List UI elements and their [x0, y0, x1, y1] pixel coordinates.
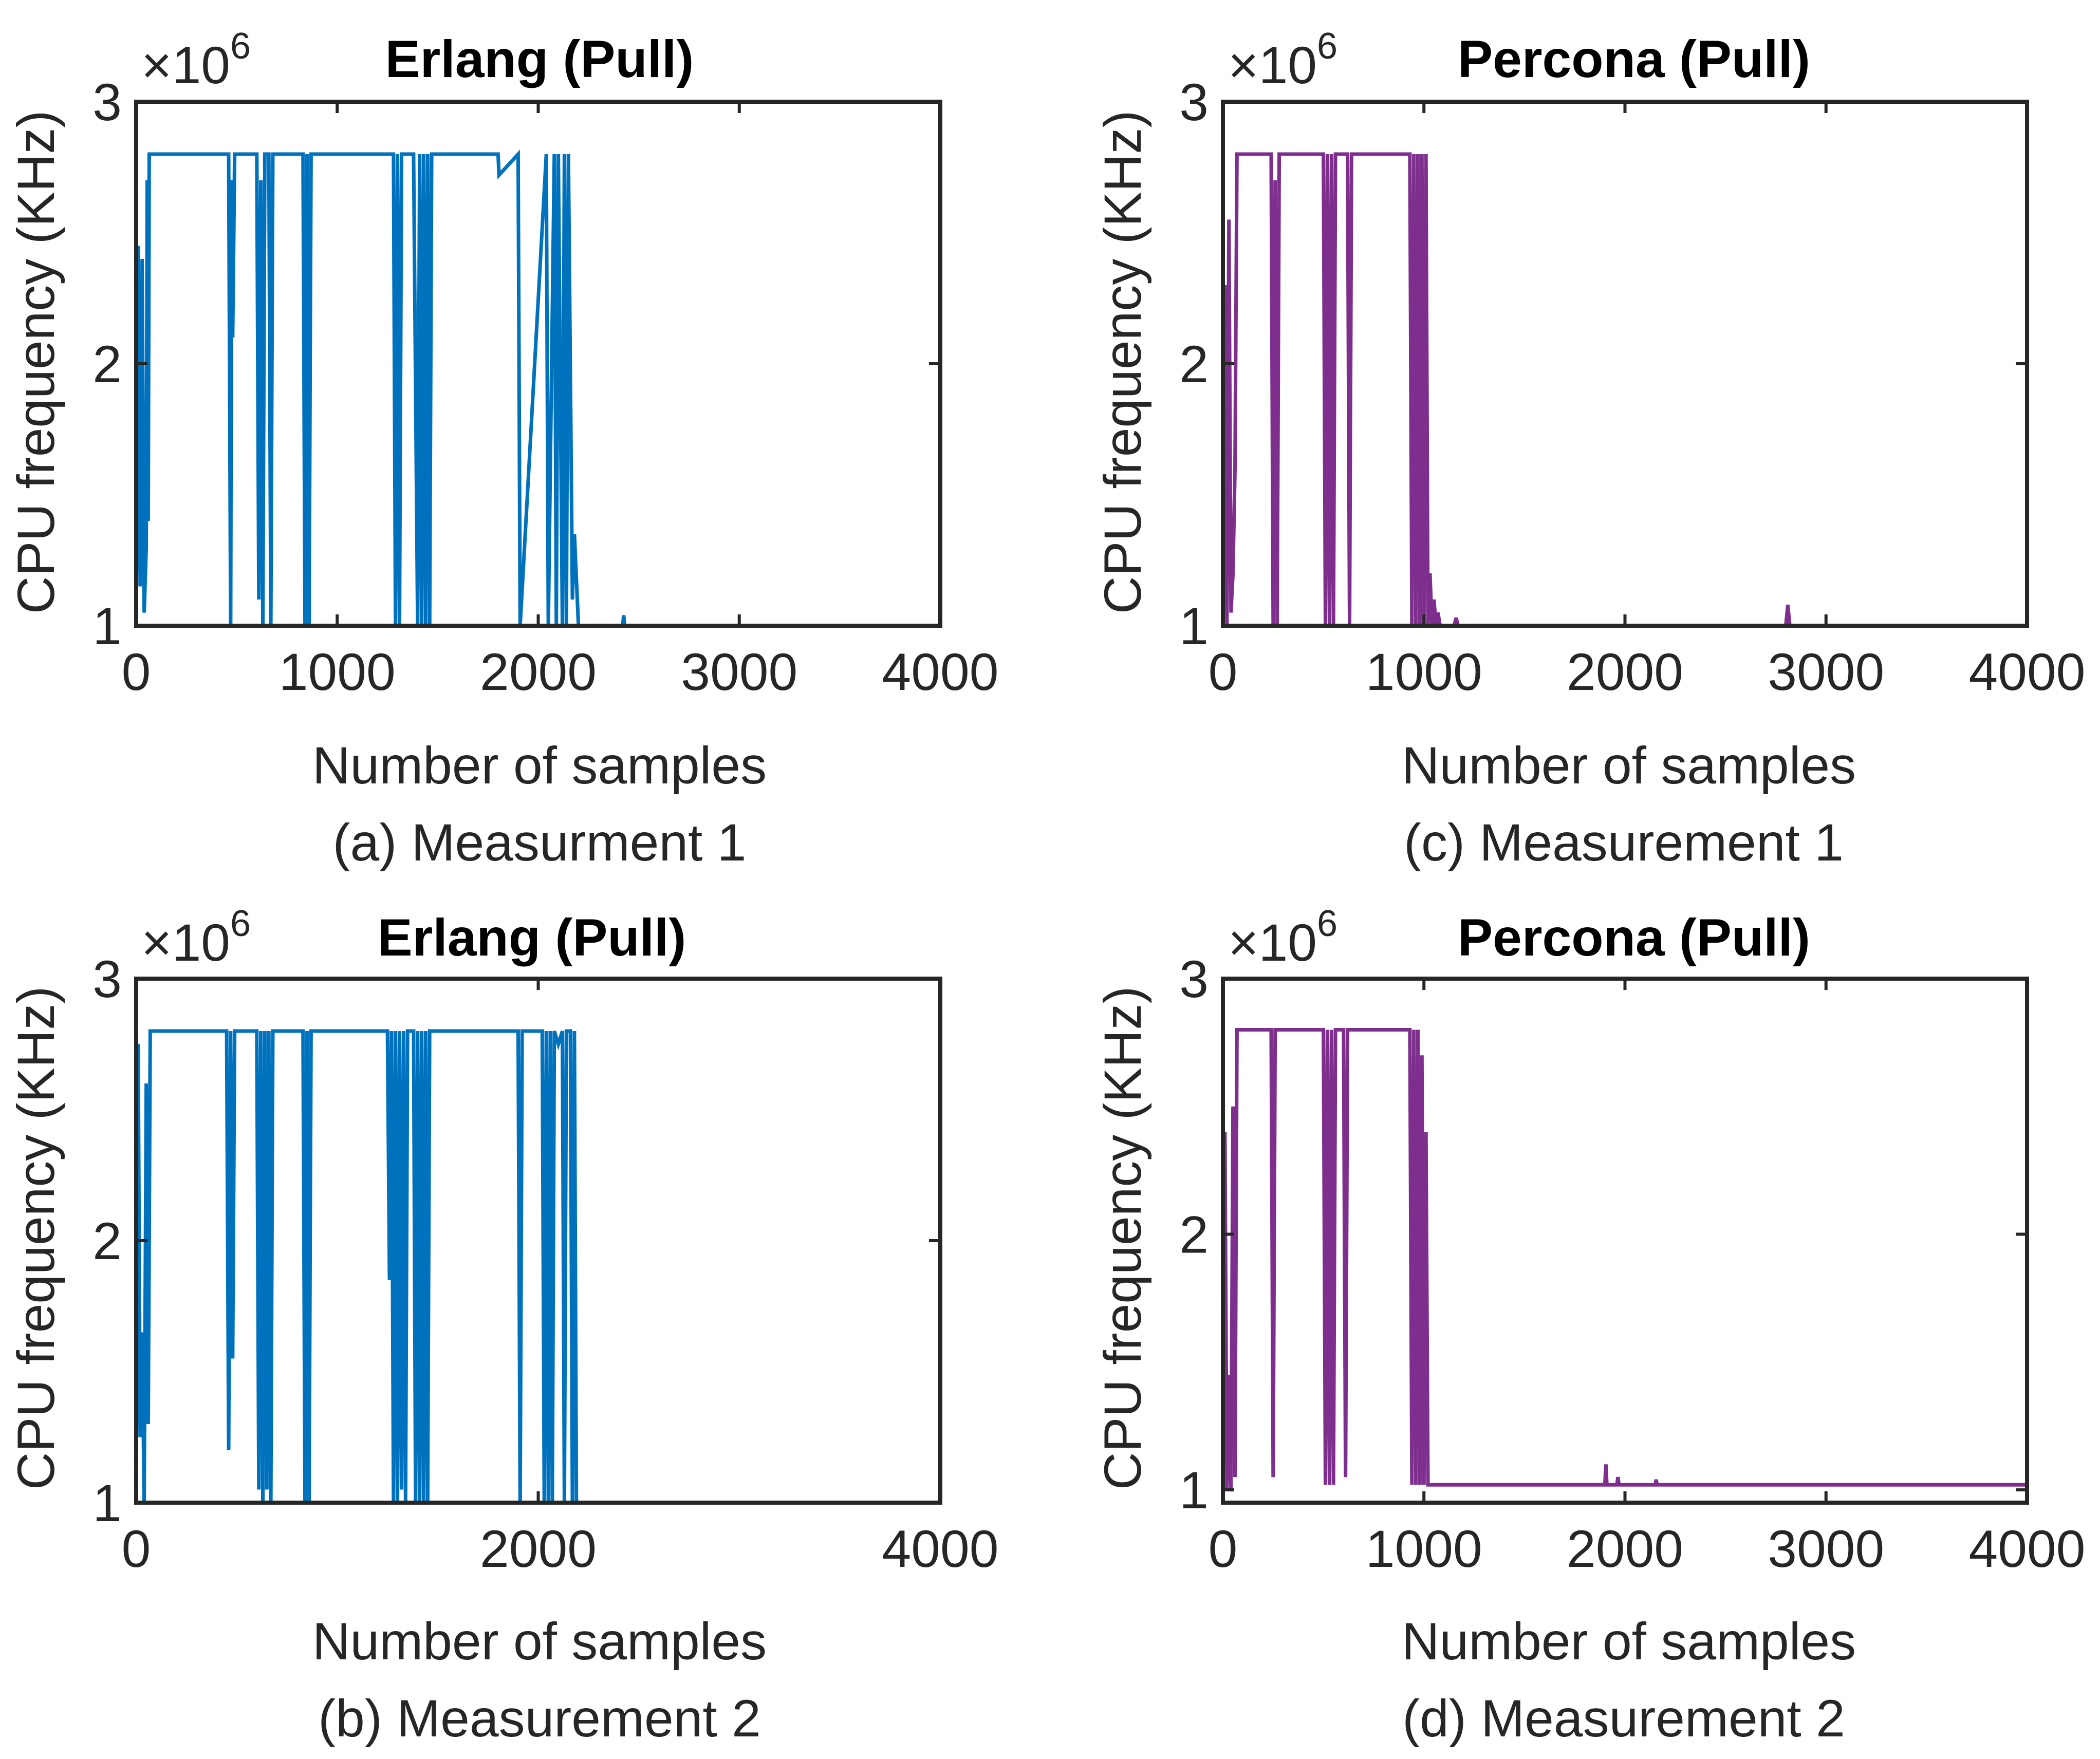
panel-b-ytick-label: 3 [92, 950, 122, 1008]
panel-c-caption: (c) Measurement 1 [1404, 813, 1844, 872]
panel-d-xlabel: Number of samples [1402, 1612, 1856, 1671]
panel-c-xlabel: Number of samples [1402, 736, 1856, 795]
panel-d-series-line-0 [1221, 1028, 2027, 1490]
panel-a-ytick-label: 3 [92, 73, 122, 132]
panel-b-ytick-label: 1 [92, 1474, 122, 1532]
panel-c-title: Percona (Pull) [1458, 30, 1810, 88]
panel-a-ytick-label: 1 [92, 597, 122, 656]
panel-b-xtick-label: 4000 [882, 1520, 999, 1578]
panel-a-xlabel: Number of samples [312, 736, 767, 795]
panel-d-xtick-label: 4000 [1969, 1520, 2086, 1578]
panel-d-caption: (d) Measurement 2 [1402, 1689, 1845, 1748]
panel-a-series-line-0 [134, 149, 940, 628]
panel-c-xtick-label: 2000 [1567, 643, 1683, 701]
panel-b-caption: (b) Measurement 2 [318, 1689, 761, 1748]
panel-b-xtick-label: 0 [122, 1520, 151, 1578]
panel-c-multiplier: ×106 [1228, 26, 1337, 95]
panel-c-xtick-label: 3000 [1768, 643, 1884, 701]
panel-c-ytick-label: 1 [1179, 597, 1209, 656]
panel-c-plot: 0 1000 2000 3000 4000 1 2 3 [1179, 73, 2085, 701]
panel-a-ylabel: CPU frequency (KHz) [7, 110, 65, 614]
panel-b-xlabel: Number of samples [312, 1612, 767, 1671]
panel-a-xtick-label: 2000 [480, 643, 597, 701]
panel-d-ytick-label: 2 [1179, 1206, 1209, 1264]
panel-b-plot: 0 2000 4000 1 2 3 [92, 950, 998, 1578]
panel-c-ylabel: CPU frequency (KHz) [1093, 110, 1152, 614]
panel-a-xtick-label: 4000 [882, 643, 999, 701]
panel-a-plot: 0 1000 2000 3000 4000 1 2 3 [92, 73, 998, 701]
panel-d-title: Percona (Pull) [1458, 908, 1810, 967]
panel-a-ytick-label: 2 [92, 335, 122, 394]
panel-a-multiplier: ×106 [141, 26, 251, 95]
panel-c-xtick-label: 0 [1209, 643, 1238, 701]
panel-d-ylabel: CPU frequency (KHz) [1093, 986, 1152, 1490]
panel-c-xtick-label: 1000 [1366, 643, 1482, 701]
panel-d-xtick-label: 1000 [1366, 1520, 1482, 1578]
panel-d-xtick-label: 3000 [1768, 1520, 1884, 1578]
panel-a-xtick-label: 1000 [279, 643, 396, 701]
panel-d-xtick-label: 2000 [1567, 1520, 1683, 1578]
panel-c-xtick-label: 4000 [1969, 643, 2086, 701]
panel-d-ytick-label: 3 [1179, 950, 1209, 1008]
panel-d-ytick-label: 1 [1179, 1461, 1209, 1520]
panel-a-xtick-label: 3000 [681, 643, 797, 701]
panel-c-series-line-0 [1221, 152, 2027, 628]
panel-d-plot: 0 1000 2000 3000 4000 1 2 3 [1179, 950, 2085, 1578]
panel-b-ylabel: CPU frequency (KHz) [7, 986, 65, 1490]
panel-c-ytick-label: 3 [1179, 73, 1209, 132]
panel-a-title: Erlang (Pull) [385, 30, 694, 88]
panel-b-ytick-label: 2 [92, 1212, 122, 1270]
panel-a-xtick-label: 0 [122, 643, 151, 701]
panel-d-xtick-label: 0 [1209, 1520, 1238, 1578]
panel-b-multiplier: ×106 [141, 903, 251, 972]
panel-d: Percona (Pull) ×106 0 1000 2000 3000 4000 1 2 3… [1093, 903, 2085, 1748]
panel-c-axes-box [1221, 100, 2029, 628]
panel-b-xtick-label: 2000 [480, 1520, 597, 1578]
panel-a-caption: (a) Measurment 1 [333, 813, 747, 872]
panel-b-series-line-0 [134, 1029, 940, 1505]
panel-d-multiplier: ×106 [1228, 903, 1337, 972]
panel-c: Percona (Pull) ×106 0 1000 2000 3000 4000 1 2 3… [1093, 26, 2085, 872]
panel-b-title: Erlang (Pull) [378, 908, 686, 967]
panel-c-ytick-label: 2 [1179, 335, 1209, 394]
panel-a: Erlang (Pull) ×106 0 1000 2000 3000 4000123 … [7, 26, 998, 872]
panel-b: Erlang (Pull) ×106 0 2000 4000 1 2 3 Number o… [7, 903, 998, 1748]
